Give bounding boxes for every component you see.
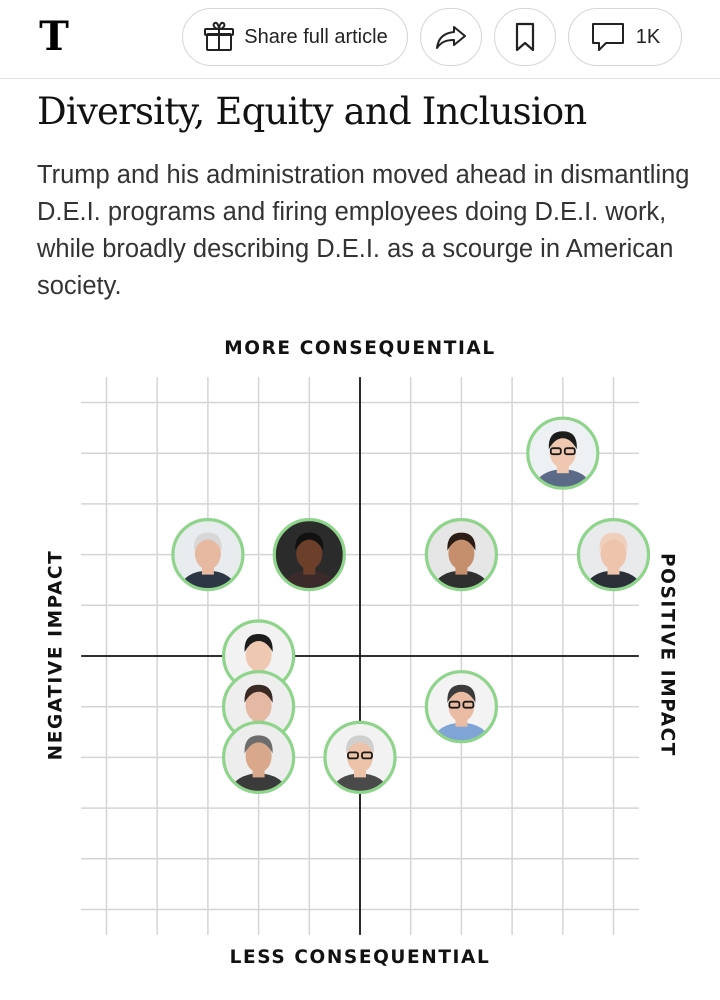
bookmark-icon [513,21,537,53]
top-toolbar: T Share full article [0,0,720,79]
person-marker[interactable] [323,720,397,807]
share-button-label: Share full article [244,25,388,48]
comment-bubble-icon [590,21,626,53]
person-marker-ring [576,517,651,592]
person-marker[interactable] [222,720,296,807]
share-full-article-button[interactable]: Share full article [182,8,408,66]
comments-button[interactable]: 1K [568,8,682,66]
axis-label-bottom: LESS CONSEQUENTIAL [229,947,491,968]
person-photo [326,723,394,792]
gift-icon [202,20,236,54]
person-photo [427,672,496,741]
forward-share-button[interactable] [420,8,482,66]
person-photo [275,520,344,589]
bookmark-button[interactable] [494,8,556,66]
person-photo [427,520,496,589]
person-marker[interactable] [424,670,498,757]
person-marker[interactable] [171,517,245,605]
person-marker[interactable] [272,517,346,605]
person-marker-ring [272,517,346,592]
axis-label-top: MORE CONSEQUENTIAL [224,338,496,359]
person-marker-ring [323,720,397,795]
person-marker-ring [424,670,498,744]
section-headline: Diversity, Equity and Inclusion [37,90,587,133]
person-photo [528,419,597,488]
person-marker-ring [171,517,245,592]
person-marker-ring [424,517,498,592]
person-marker[interactable] [526,416,600,503]
person-marker-ring [526,416,600,490]
person-marker-ring [222,720,296,795]
person-photo [579,520,648,589]
section-summary: Trump and his administration moved ahead… [37,161,690,300]
person-photo [224,723,293,792]
person-marker[interactable] [576,517,651,605]
comment-count: 1K [635,25,661,48]
person-photo [173,520,242,589]
nyt-logo[interactable]: T [39,13,69,60]
person-marker[interactable] [424,517,498,605]
forward-arrow-icon [434,22,468,52]
